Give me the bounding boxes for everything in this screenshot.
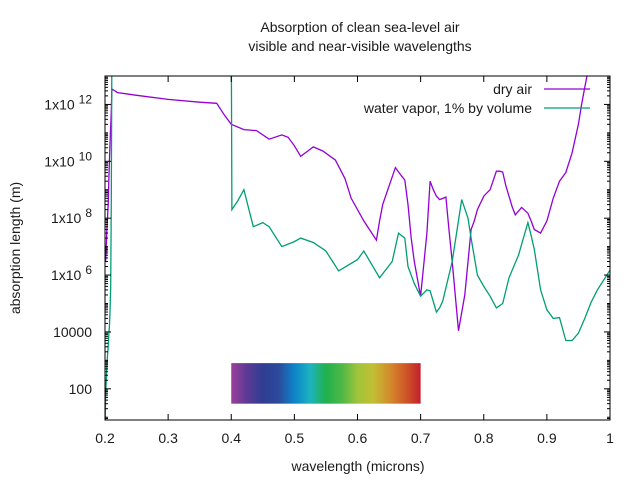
x-tick-label: 0.5 xyxy=(285,430,305,446)
x-tick-label: 1 xyxy=(606,430,614,446)
y-tick-label: 1x10 10 xyxy=(44,149,92,169)
visible-spectrum-band xyxy=(231,363,421,404)
y-tick-label: 100 xyxy=(69,381,93,397)
legend-label-dry-air: dry air xyxy=(493,81,532,97)
x-tick-label: 0.3 xyxy=(158,430,178,446)
y-tick-label: 10000 xyxy=(53,324,92,340)
series-line-water-vapor xyxy=(105,76,610,420)
x-tick-label: 0.8 xyxy=(474,430,494,446)
x-tick-label: 0.9 xyxy=(537,430,557,446)
chart-title: Absorption of clean sea-level air xyxy=(260,19,460,35)
series-line-dry-air xyxy=(105,76,588,331)
x-tick-label: 0.4 xyxy=(222,430,242,446)
series-layer xyxy=(105,76,610,420)
x-axis-label: wavelength (microns) xyxy=(290,458,424,474)
legend-label-water-vapor: water vapor, 1% by volume xyxy=(363,100,532,116)
legend: dry air water vapor, 1% by volume xyxy=(363,81,590,116)
x-tick-label: 0.2 xyxy=(95,430,115,446)
y-axis-label: absorption length (m) xyxy=(7,182,23,314)
x-tick-label: 0.6 xyxy=(348,430,368,446)
axes: 0.2 0.3 0.4 0.5 0.6 0.7 0.8 0.9 1 100 10000 1x10 6 1x… xyxy=(44,75,614,446)
spectrum-gradient-bar xyxy=(231,363,421,404)
y-tick-label: 1x10 12 xyxy=(44,92,92,112)
y-tick-label: 1x10 8 xyxy=(51,206,92,226)
x-tick-label: 0.7 xyxy=(411,430,431,446)
y-tick-label: 1x10 6 xyxy=(51,263,92,283)
chart-subtitle: visible and near-visible wavelengths xyxy=(248,38,471,54)
